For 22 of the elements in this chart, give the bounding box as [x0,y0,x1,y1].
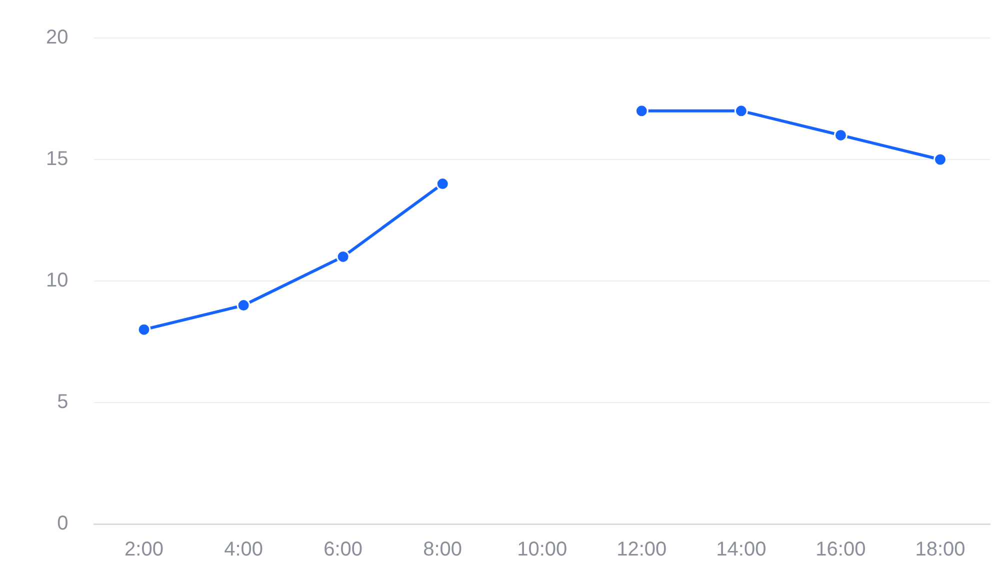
y-tick-label: 10 [46,270,68,292]
x-tick-label: 10:00 [517,538,568,561]
x-tick-label: 18:00 [915,538,966,561]
point [336,250,350,264]
x-tick-label: 6:00 [324,538,363,561]
y-tick-label: 5 [57,391,68,414]
y-tick-label: 15 [46,148,68,170]
point [834,128,848,142]
y-tick-label: 0 [57,512,68,535]
x-tick-label: 12:00 [616,538,667,561]
point [137,322,151,336]
x-tick-label: 4:00 [224,538,264,561]
x-tick-label: 2:00 [124,538,164,561]
point [436,177,450,191]
x-tick-label: 8:00 [423,538,462,561]
point [634,104,648,118]
y-tick-label: 20 [46,26,68,49]
x-tick-label: 14:00 [716,538,766,561]
x-tick-label: 16:00 [816,538,866,561]
point [933,152,947,166]
point [734,104,748,118]
point [236,298,250,312]
